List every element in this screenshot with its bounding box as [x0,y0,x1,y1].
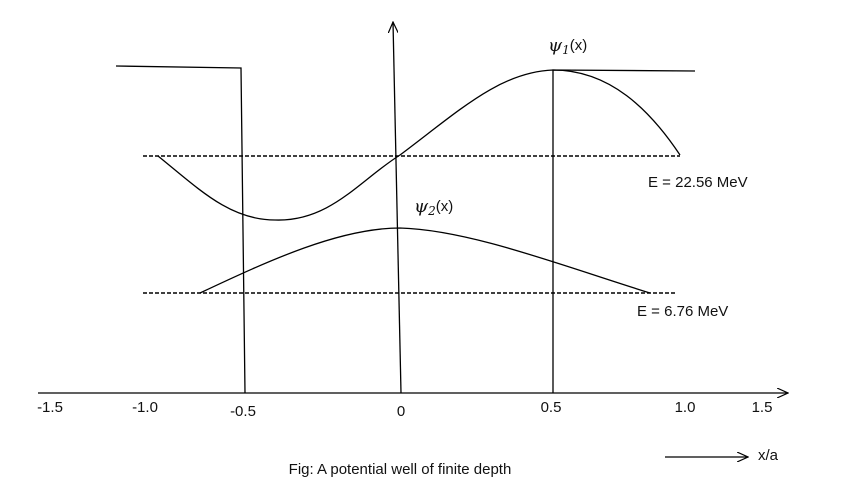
x-tick-label: -1.0 [132,399,158,416]
well-left-wall [115,65,246,394]
energy-label: E = 22.56 MeV [648,174,748,191]
psi2-label: ψ2(x) [414,196,453,218]
psi1-label: ψ1(x) [548,35,587,57]
x-axis-label: x/a [758,447,779,464]
x-tick-label: 1.5 [752,399,773,416]
y-axis [393,22,402,394]
x-tick-label: -1.5 [37,399,63,416]
x-tick-label: 1.0 [675,399,696,416]
caption: Fig: A potential well of finite depth [289,461,512,478]
x-tick-label: 0.5 [541,399,562,416]
psi2-curve [199,227,651,294]
x-tick-label: 0 [397,403,405,420]
x-tick-label: -0.5 [230,403,256,420]
psi1-curve [157,69,681,221]
energy-label: E = 6.76 MeV [637,303,728,320]
well-right-wall [552,69,696,393]
